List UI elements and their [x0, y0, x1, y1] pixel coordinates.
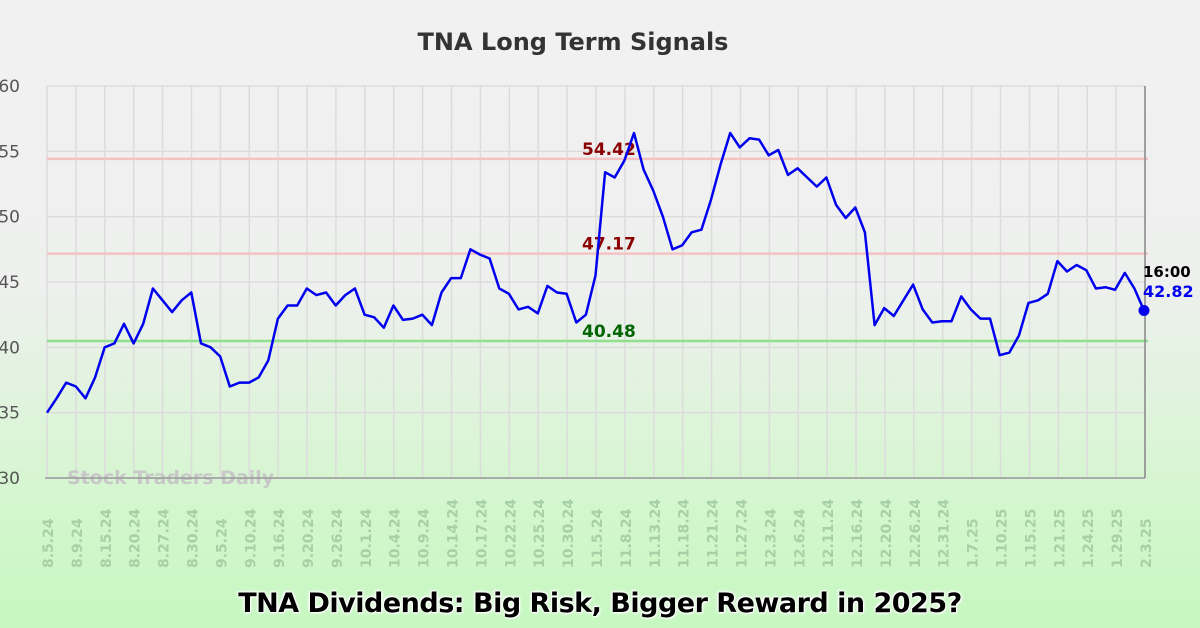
x-tick-label: 10.4.24: [388, 508, 404, 568]
x-tick-label: 12.26.24: [908, 499, 924, 568]
x-tick-label: 2.3.25: [1139, 518, 1155, 568]
x-tick-label: 1.15.25: [1023, 509, 1039, 568]
x-tick-label: 11.27.24: [734, 499, 750, 568]
x-tick-label: 12.16.24: [850, 499, 866, 568]
x-tick-label: 8.15.24: [99, 508, 115, 568]
last-value-label: 42.82: [1143, 282, 1194, 301]
x-tick-label: 10.1.24: [359, 508, 375, 568]
x-tick-label: 1.7.25: [966, 518, 982, 568]
x-tick-label: 8.5.24: [41, 518, 57, 568]
y-tick-label: 45: [0, 273, 20, 293]
series: [45, 131, 1150, 414]
y-tick-label: 40: [0, 338, 20, 358]
chart-title: TNA Long Term Signals: [418, 28, 729, 56]
x-tick-label: 10.14.24: [446, 499, 462, 568]
x-tick-labels: 8.5.24 8.9.24 8.15.24 8.20.24 8.27.24 8.30.24…: [41, 499, 1155, 568]
x-tick-label: 12.3.24: [763, 508, 779, 568]
last-point-marker: [1138, 304, 1150, 316]
x-tick-label: 11.5.24: [590, 508, 606, 568]
x-tick-label: 8.30.24: [185, 508, 201, 568]
x-tick-label: 9.20.24: [301, 508, 317, 568]
x-tick-label: 11.21.24: [706, 499, 722, 568]
x-tick-label: 9.26.24: [330, 508, 346, 568]
last-time-label: 16:00: [1143, 263, 1191, 281]
x-tick-label: 9.10.24: [243, 508, 259, 568]
x-tick-label: 12.11.24: [821, 499, 837, 568]
reference-label: 40.48: [582, 322, 636, 342]
x-tick-label: 10.30.24: [561, 499, 577, 568]
headline: TNA Dividends: Big Risk, Bigger Reward i…: [238, 588, 962, 619]
y-tick-label: 35: [0, 404, 20, 424]
price-line: [45, 131, 1146, 414]
x-tick-label: 11.13.24: [648, 499, 664, 568]
y-tick-label: 30: [0, 469, 20, 489]
axes: [45, 86, 1146, 479]
y-tick-label: 55: [0, 142, 20, 162]
x-tick-label: 10.17.24: [474, 499, 490, 568]
x-tick-label: 1.29.25: [1110, 509, 1126, 568]
reference-label: 54.42: [582, 140, 636, 160]
x-tick-label: 1.21.25: [1052, 509, 1068, 568]
x-tick-label: 10.9.24: [417, 508, 433, 568]
x-tick-label: 10.22.24: [503, 499, 519, 568]
x-tick-label: 8.9.24: [70, 518, 86, 568]
reference-label: 47.17: [582, 235, 636, 255]
x-tick-label: 8.20.24: [128, 508, 144, 568]
x-tick-label: 12.6.24: [792, 508, 808, 568]
x-tick-label: 1.24.25: [1081, 509, 1097, 568]
x-tick-label: 10.25.24: [532, 499, 548, 568]
x-tick-label: 9.5.24: [214, 518, 230, 568]
x-tick-label: 11.18.24: [677, 499, 693, 568]
x-tick-label: 9.16.24: [272, 508, 288, 568]
x-tick-label: 12.31.24: [937, 499, 953, 568]
x-tick-label: 1.10.25: [995, 509, 1011, 568]
x-tick-label: 12.20.24: [879, 499, 895, 568]
x-tick-label: 11.8.24: [619, 508, 635, 568]
x-tick-label: 8.27.24: [157, 508, 173, 568]
y-tick-labels: 30 35 40 45 50 55 60: [0, 77, 20, 489]
y-tick-label: 50: [0, 208, 20, 228]
y-tick-label: 60: [0, 77, 20, 97]
